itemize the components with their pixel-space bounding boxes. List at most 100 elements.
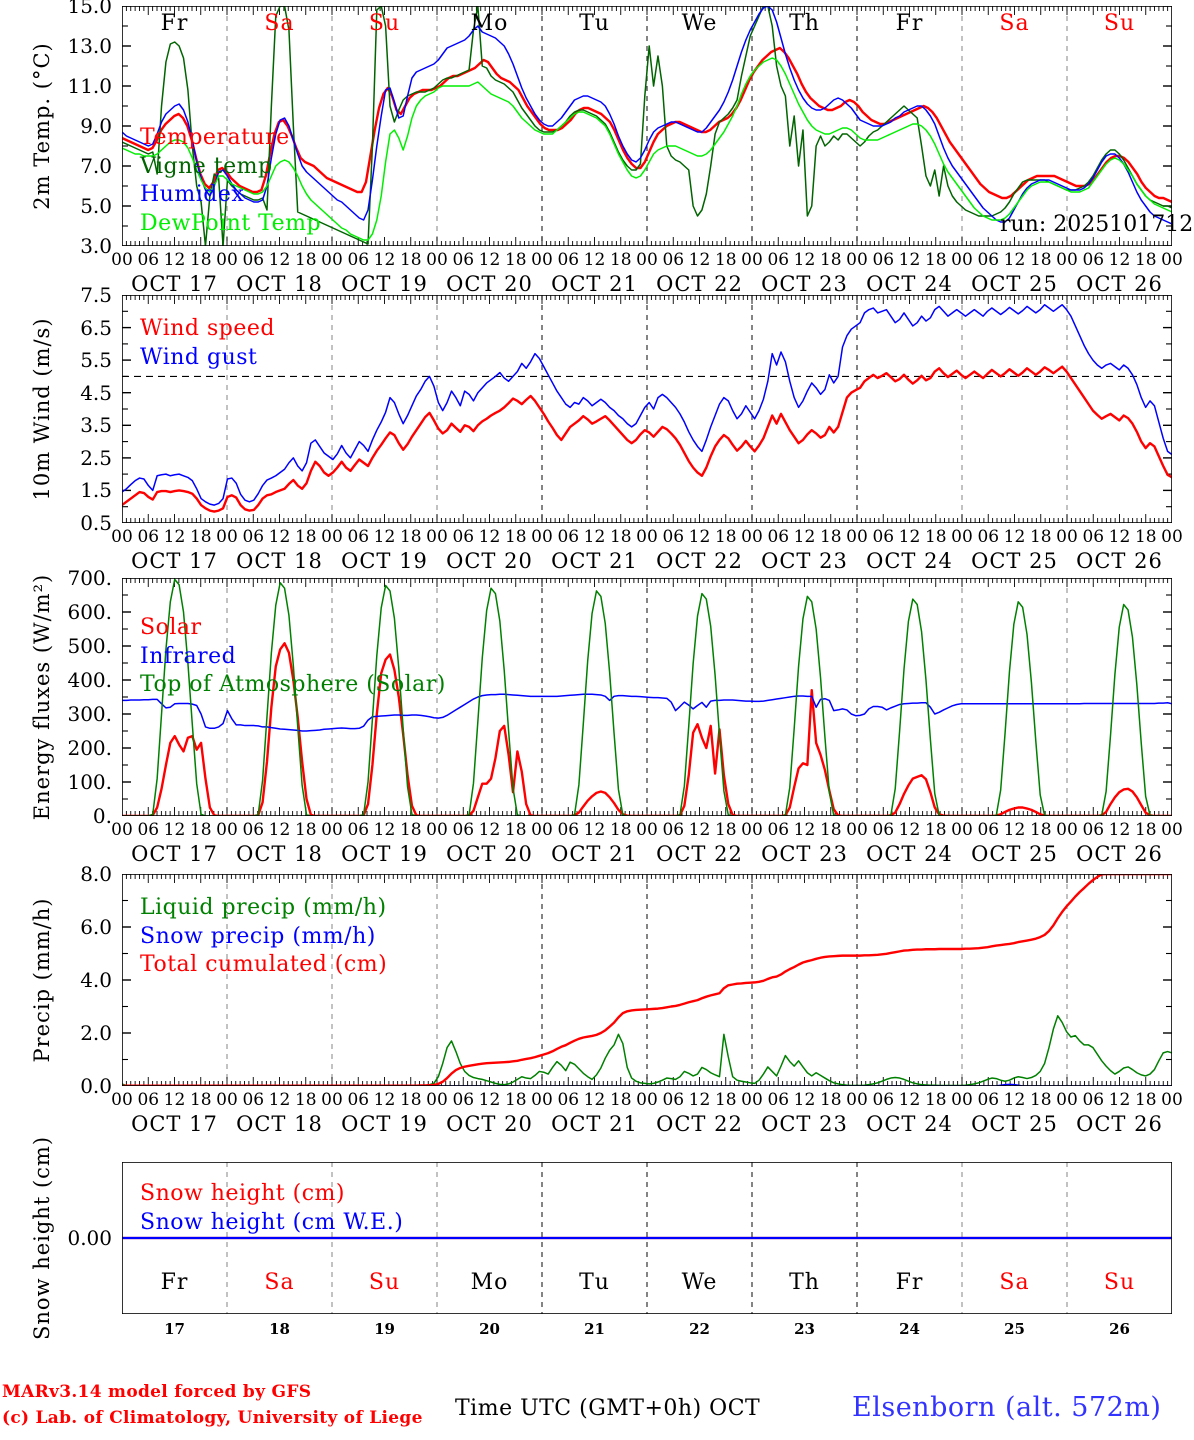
hour-label: 12 <box>1003 820 1026 840</box>
y-tick-label: 6.5 <box>80 315 112 340</box>
hour-label: 06 <box>452 1090 475 1110</box>
hour-label: 18 <box>399 820 422 840</box>
hour-label: 00 <box>111 527 133 547</box>
legend-temperature: Temperature Vigne temp Humidex DewPoint Tem… <box>140 124 321 238</box>
hour-label: 18 <box>819 527 842 547</box>
hour-label: 18 <box>294 250 317 270</box>
day-number: 19 <box>374 1320 395 1338</box>
y-tick-label: 7.5 <box>80 283 112 307</box>
day-label: OCT 18 <box>236 842 323 866</box>
hour-label: 00 <box>741 527 763 547</box>
y-tick-label: 11.0 <box>67 74 112 98</box>
hour-label: 12 <box>793 250 816 270</box>
hour-label: 18 <box>294 1090 317 1110</box>
plot-area-energy_fluxes <box>122 578 1172 816</box>
day-label: OCT 23 <box>761 549 848 573</box>
hour-label: 18 <box>504 250 527 270</box>
hour-label: 06 <box>452 820 475 840</box>
hour-label: 18 <box>609 1090 632 1110</box>
hour-label: 00 <box>1056 527 1078 547</box>
hour-label: 06 <box>767 250 790 270</box>
hour-label: 00 <box>531 527 553 547</box>
weekday-label: Tu <box>579 11 610 36</box>
legend-item: Snow precip (mm/h) <box>140 923 376 949</box>
day-label: OCT 24 <box>866 1112 953 1136</box>
hour-label: 12 <box>373 820 396 840</box>
hour-label: 18 <box>504 527 527 547</box>
day-number: 23 <box>794 1320 815 1338</box>
day-label: OCT 20 <box>446 549 533 573</box>
y-tick-label: 500. <box>67 634 112 658</box>
day-label: OCT 21 <box>551 1112 638 1136</box>
x-axis-hours-energy_fluxes: 00 06 12 18 00 06 12 18 00 06 12 18 00 06 12 18 00 06 12 18… <box>111 820 1183 840</box>
day-label: OCT 20 <box>446 272 533 296</box>
panel-wind <box>122 295 1172 523</box>
y-tick-label: 5.5 <box>80 348 112 373</box>
hour-label: 18 <box>609 527 632 547</box>
y-tick-label: 0. <box>92 804 112 828</box>
legend-energy_fluxes: Solar Infrared Top of Atmosphere (Solar) <box>140 614 446 700</box>
day-label: OCT 24 <box>866 842 953 866</box>
weekday-label: Th <box>789 11 820 36</box>
hour-label: 12 <box>268 820 291 840</box>
weekday-label: Sa <box>999 1270 1030 1295</box>
weekday-label: Sa <box>264 1270 295 1295</box>
day-label: OCT 23 <box>761 272 848 296</box>
plot-area-precip <box>122 874 1172 1086</box>
y-tick-label: 0.00 <box>67 1226 112 1250</box>
day-number: 26 <box>1109 1320 1130 1338</box>
hour-label: 06 <box>872 250 895 270</box>
hour-label: 18 <box>294 820 317 840</box>
y-tick-label: 7.0 <box>80 154 112 178</box>
legend-item: Snow height (cm W.E.) <box>140 1209 404 1235</box>
hour-label: 00 <box>321 250 343 270</box>
hour-label: 12 <box>1003 250 1026 270</box>
weekday-row-top: Fr Sa Su Mo Tu We Th Fr Sa Su <box>122 11 1172 36</box>
hour-label: 18 <box>189 250 212 270</box>
series-vigne-temp <box>122 6 1172 246</box>
x-axis-days-precip: OCT 17 OCT 18 OCT 19 OCT 20 OCT 21 OCT 22 OCT … <box>122 1112 1172 1136</box>
y-tick-label: 2.5 <box>80 445 112 470</box>
x-axis-days-energy_fluxes: OCT 17 OCT 18 OCT 19 OCT 20 OCT 21 OCT 22 OCT … <box>122 842 1172 866</box>
hour-label: 18 <box>399 250 422 270</box>
hour-label: 18 <box>714 1090 737 1110</box>
hour-label: 18 <box>504 820 527 840</box>
weekday-label: Th <box>789 1270 820 1295</box>
day-label: OCT 22 <box>656 1112 743 1136</box>
hour-label: 06 <box>977 250 1000 270</box>
day-label: OCT 18 <box>236 1112 323 1136</box>
y-tick-label: 15.0 <box>67 0 112 18</box>
hour-label: 12 <box>1108 250 1131 270</box>
legend-item: DewPoint Temp <box>140 210 322 236</box>
hour-label: 12 <box>268 1090 291 1110</box>
weekday-label: Su <box>368 1270 401 1295</box>
hour-label: 12 <box>1108 1090 1131 1110</box>
panel-snow_height <box>122 1162 1172 1314</box>
weekday-label: Mo <box>470 1270 509 1295</box>
hour-label: 12 <box>793 527 816 547</box>
y-tick-label: 5.0 <box>80 194 112 218</box>
hour-label: 06 <box>1082 820 1105 840</box>
day-label: OCT 17 <box>131 1112 218 1136</box>
hour-label: 00 <box>846 820 868 840</box>
legend-item: Liquid precip (mm/h) <box>140 895 387 920</box>
hour-label: 06 <box>1082 1090 1105 1110</box>
day-label: OCT 24 <box>866 549 953 573</box>
hour-label: 12 <box>898 527 921 547</box>
hour-label: 00 <box>531 820 553 840</box>
y-tick-label: 3.0 <box>80 234 112 258</box>
legend-wind: Wind speed Wind gust <box>140 315 275 372</box>
weekday-label: We <box>681 11 718 36</box>
weekday-label: Fr <box>895 1270 924 1295</box>
hour-label: 12 <box>478 1090 501 1110</box>
hour-label: 00 <box>741 1090 763 1110</box>
hour-label: 00 <box>426 1090 448 1110</box>
y-tick-label: 4.0 <box>80 968 112 992</box>
panel-precip <box>122 874 1172 1086</box>
hour-label: 00 <box>111 250 133 270</box>
hour-label: 18 <box>399 1090 422 1110</box>
hour-label: 06 <box>662 250 685 270</box>
weekday-label: Su <box>1103 11 1136 36</box>
hour-label: 00 <box>1056 820 1078 840</box>
hour-label: 12 <box>1003 527 1026 547</box>
